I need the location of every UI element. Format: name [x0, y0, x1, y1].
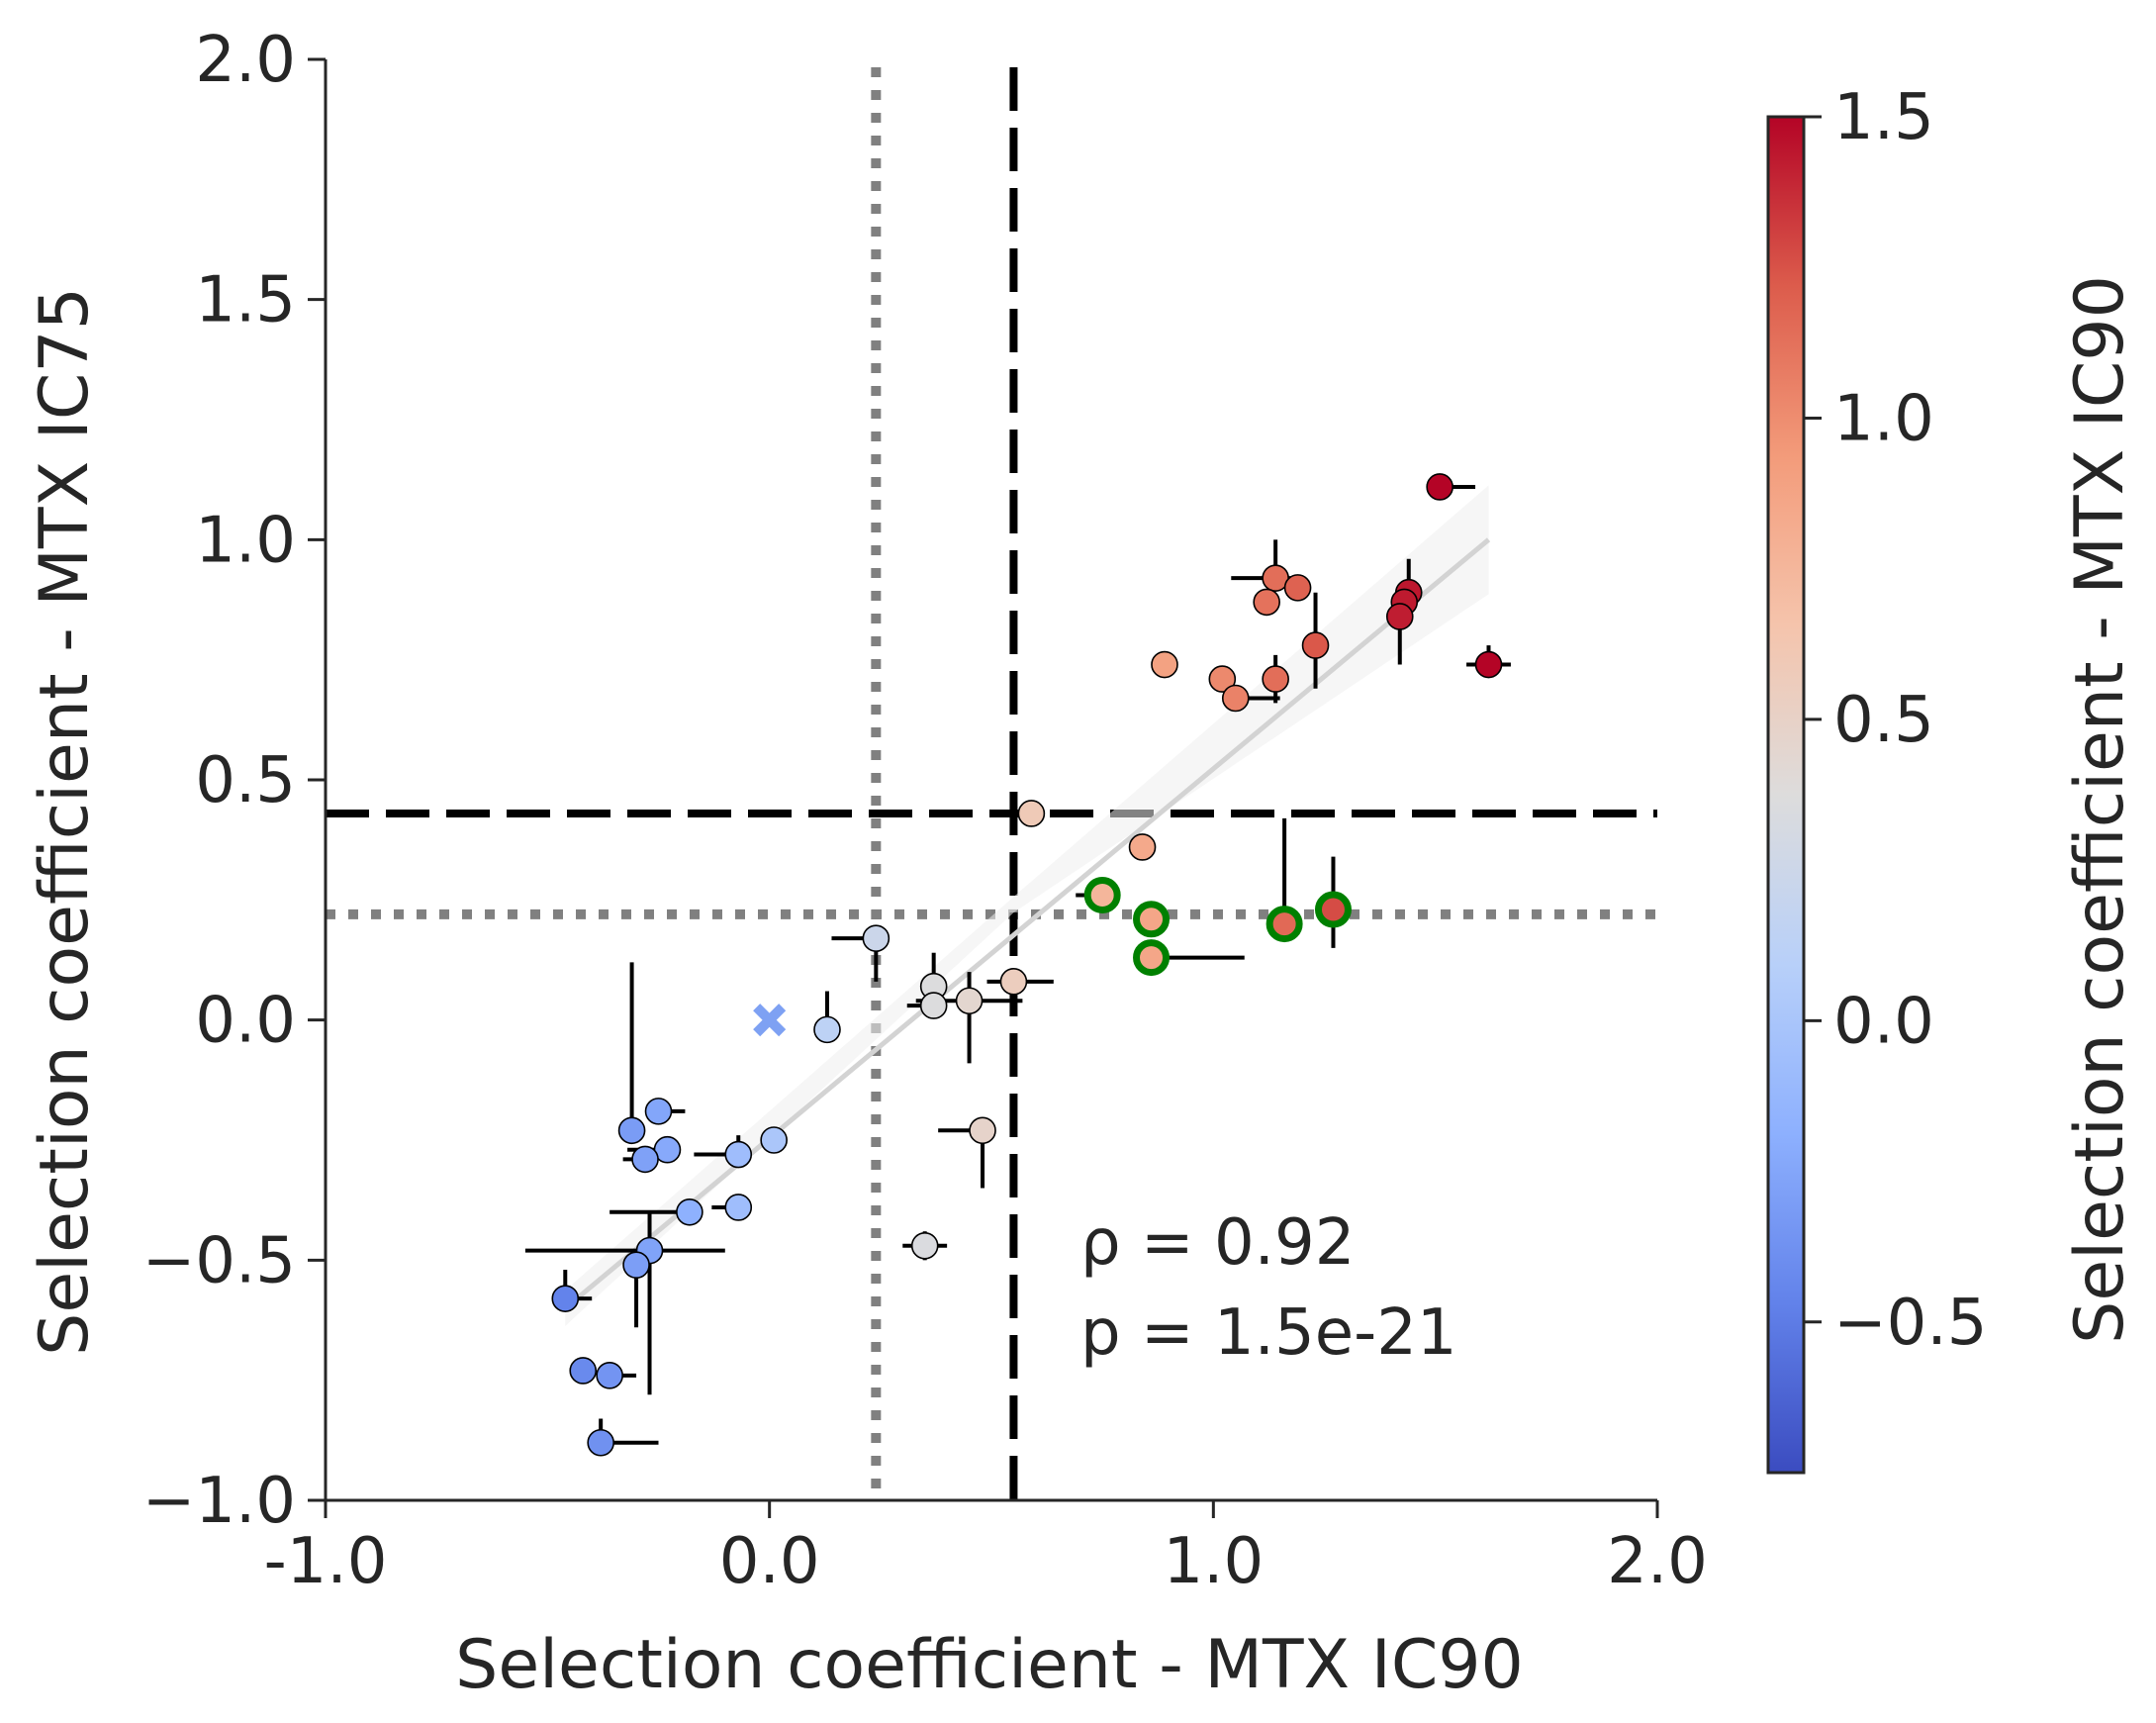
data-point	[955, 987, 984, 1015]
colorbar-tick-label: −0.5	[1833, 1287, 1987, 1360]
data-point	[644, 1098, 673, 1125]
data-point	[724, 1140, 753, 1169]
data-point	[596, 1362, 623, 1389]
annotation-p: p = 1.5e-21	[1080, 1296, 1457, 1370]
data-points	[551, 473, 1503, 1457]
x-tick-label: 0.0	[719, 1525, 820, 1598]
colorbar-label: Selection coefficient - MTX IC90	[2061, 275, 2139, 1344]
data-point	[1253, 588, 1280, 617]
data-point	[569, 1357, 598, 1385]
data-point	[724, 1194, 753, 1221]
x-marker	[753, 1004, 787, 1037]
data-point	[676, 1198, 703, 1226]
y-axis-label: Selection coefficient - MTX IC75	[26, 287, 104, 1356]
colorbar-tick-label: 1.5	[1833, 81, 1934, 154]
data-point	[622, 1251, 650, 1279]
fit-line	[563, 537, 1491, 1310]
data-point	[617, 1116, 646, 1145]
y-tick-label: 2.0	[195, 24, 296, 97]
reference-lines	[326, 67, 1657, 1500]
colorbar: −0.5 0.0 0.5 1.0 1.5	[1766, 81, 1987, 1475]
y-tick-label: 0.5	[195, 744, 296, 817]
data-point	[1474, 650, 1503, 679]
data-point	[1301, 631, 1330, 659]
data-point	[969, 1116, 996, 1145]
y-tick-label: −0.5	[142, 1224, 296, 1297]
x-axis-label: Selection coefficient - MTX IC90	[455, 1626, 1524, 1704]
y-tick-label: −1.0	[142, 1465, 296, 1538]
colorbar-tick-label: 0.0	[1833, 985, 1934, 1058]
data-point	[587, 1428, 614, 1457]
data-point	[1017, 800, 1046, 827]
x-marker-stroke	[753, 1004, 787, 1037]
highlighted-data-point	[1265, 906, 1303, 943]
y-tick-label: 0.0	[195, 985, 296, 1058]
annotation-rho: ρ = 0.92	[1080, 1206, 1355, 1280]
colorbar-tick-label: 0.5	[1833, 684, 1934, 757]
data-point	[910, 1231, 939, 1260]
x-tick-label: 2.0	[1607, 1525, 1708, 1598]
data-point	[813, 1015, 841, 1044]
data-point	[1208, 665, 1237, 693]
data-point	[1128, 833, 1157, 861]
data-point	[1426, 473, 1453, 501]
data-point	[760, 1126, 788, 1154]
data-point	[1151, 650, 1178, 679]
highlighted-data-point	[1314, 891, 1352, 928]
x-tick-label: -1.0	[264, 1525, 388, 1598]
data-point	[999, 968, 1028, 996]
colorbar-tick-label: 1.0	[1833, 382, 1934, 455]
data-point	[1221, 684, 1250, 713]
data-point	[551, 1285, 580, 1312]
highlighted-data-point	[1133, 901, 1171, 938]
data-point	[1283, 574, 1312, 602]
data-point	[631, 1145, 659, 1174]
x-tick-label: 1.0	[1163, 1525, 1264, 1598]
highlighted-data-point	[1133, 939, 1171, 977]
confidence-band	[565, 485, 1489, 1326]
data-point	[1385, 603, 1414, 630]
y-tick-label: 1.0	[195, 504, 296, 577]
data-point	[862, 924, 891, 952]
colorbar-gradient	[1766, 115, 1806, 1475]
highlighted-data-point	[1083, 876, 1121, 913]
regression-fit	[563, 485, 1491, 1326]
y-tick-label: 1.5	[195, 264, 296, 337]
data-point	[1262, 665, 1289, 693]
axes: -1.0 0.0 1.0 2.0 −1.0 −0.5 0.0 0.5 1.0 1.5 2.0	[142, 24, 1708, 1598]
data-point	[919, 992, 948, 1019]
